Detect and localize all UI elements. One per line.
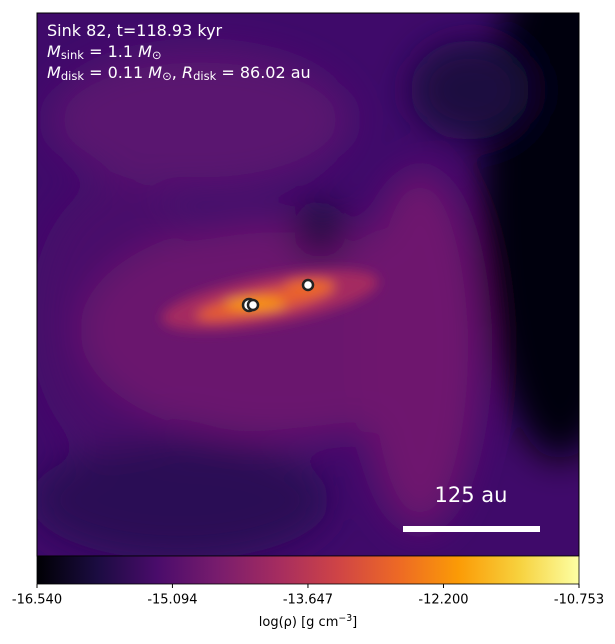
density-image bbox=[37, 13, 579, 556]
scale-bar bbox=[403, 526, 540, 532]
colorbar-tick-label: -12.200 bbox=[418, 593, 468, 608]
text-part: , bbox=[172, 63, 182, 82]
text-part: sink bbox=[61, 48, 84, 62]
text-part: Sink 82, t=118.93 kyr bbox=[47, 21, 223, 40]
text-part: ⊙ bbox=[152, 48, 162, 62]
text-part: −3 bbox=[338, 613, 352, 624]
annotation-line: Mdisk = 0.11 M⊙, Rdisk = 86.02 au bbox=[47, 63, 311, 83]
colorbar-tick-label: -13.647 bbox=[283, 593, 333, 608]
annotation-line: Sink 82, t=118.93 kyr bbox=[47, 21, 223, 40]
text-part: M bbox=[148, 63, 162, 82]
colorbar-tick-label: -15.094 bbox=[147, 593, 197, 608]
text-part: = 86.02 au bbox=[216, 63, 310, 82]
text-part: = 0.11 bbox=[84, 63, 148, 82]
text-part: log(ρ) [g cm bbox=[259, 615, 339, 630]
colorbar-tick-label: -10.753 bbox=[554, 593, 604, 608]
annotation-line: Msink = 1.1 M⊙ bbox=[47, 42, 162, 62]
colorbar-tick-label: -16.540 bbox=[12, 593, 62, 608]
text-part: R bbox=[182, 63, 193, 82]
text-part: M bbox=[138, 42, 152, 61]
text-part: ⊙ bbox=[162, 69, 172, 83]
text-part: disk bbox=[193, 69, 217, 83]
text-part: = 1.1 bbox=[84, 42, 138, 61]
text-part: disk bbox=[61, 69, 85, 83]
colorbar-label: log(ρ) [g cm−3] bbox=[259, 613, 357, 630]
scale-bar-label: 125 au bbox=[435, 483, 508, 507]
colorbar bbox=[36, 555, 580, 585]
text-part: ] bbox=[352, 615, 357, 630]
text-part: M bbox=[47, 63, 61, 82]
text-part: M bbox=[47, 42, 61, 61]
